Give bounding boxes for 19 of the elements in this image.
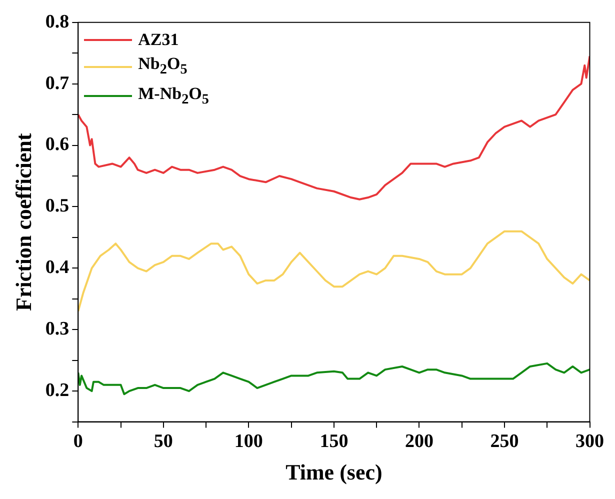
x-tick-label: 250 [490, 431, 519, 452]
x-axis-title: Time (sec) [286, 459, 382, 484]
y-tick-label: 0.5 [45, 196, 70, 217]
x-tick-label: 0 [73, 431, 83, 452]
legend-label: Nb$_{2}$O$_{5}$ [138, 53, 188, 80]
x-tick-label: 100 [234, 431, 263, 452]
y-tick-label: 0.8 [45, 11, 70, 32]
y-axis-title: Friction coefficient [10, 132, 36, 311]
y-tick-label: 0.6 [45, 134, 70, 156]
x-tick-label: 50 [154, 431, 173, 452]
legend-label: M-Nb$_{2}$O$_{5}$ [138, 82, 209, 110]
y-tick-label: 0.4 [45, 257, 70, 278]
legend-label: AZ31 [138, 29, 179, 52]
x-tick-label: 150 [320, 431, 348, 452]
y-tick-label: 0.3 [45, 318, 70, 340]
x-tick-label: 200 [404, 431, 434, 452]
y-tick-label: 0.7 [45, 72, 70, 94]
y-tick-label: 0.2 [45, 380, 70, 401]
x-tick-label: 300 [576, 431, 604, 452]
